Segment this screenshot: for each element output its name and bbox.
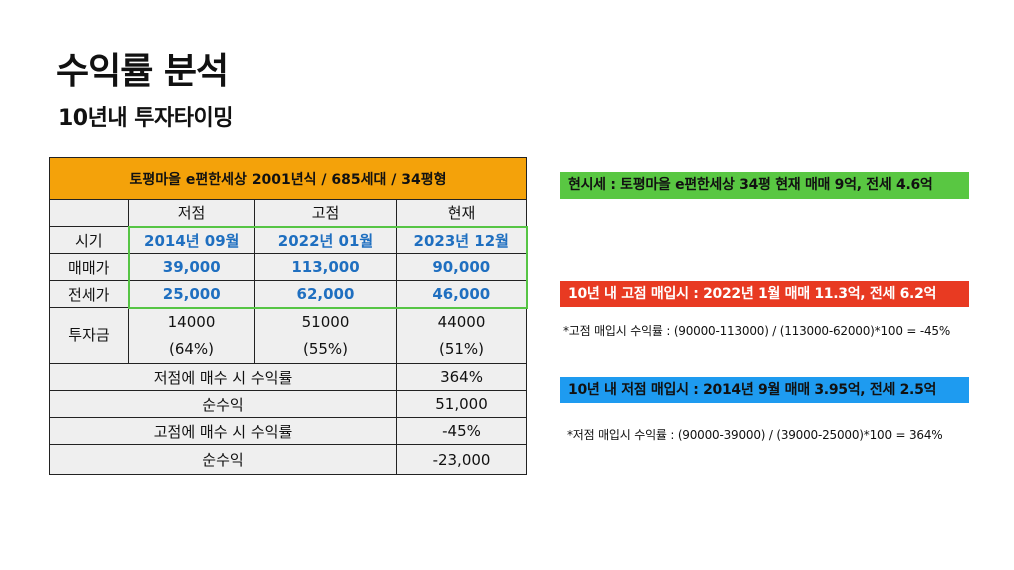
returns-table: 토평마을 e편한세상 2001년식 / 685세대 / 34평형 저점 고점 현… [48, 157, 528, 475]
sale-high-cell: 113,000 [254, 253, 397, 281]
row-label-investment: 투자금 [49, 307, 129, 364]
table-header-row: 토평마을 e편한세상 2001년식 / 685세대 / 34평형 [48, 157, 528, 200]
high-purchase-callout: 10년 내 고점 매입시 : 2022년 1월 매매 11.3억, 전세 6.2… [560, 281, 969, 307]
summary-label-high-profit: 순수익 [49, 444, 397, 475]
column-header-blank [49, 199, 129, 227]
investment-low-cell: 14000 (64%) [128, 307, 255, 364]
row-label-sale: 매매가 [49, 253, 129, 281]
table-row-time: 시기 2014년 09월 2022년 01월 2023년 12월 [49, 225, 528, 254]
lease-high-cell: 62,000 [254, 280, 397, 309]
summary-label-high-return: 고점에 매수 시 수익률 [49, 417, 397, 445]
high-return-formula: *고점 매입시 수익률 : (90000-113000) / (113000-6… [563, 324, 951, 338]
current-price-callout: 현시세 : 토평마을 e편한세상 34평 현재 매매 9억, 전세 4.6억 [560, 172, 969, 199]
column-header-row: 저점 고점 현재 [49, 199, 528, 227]
investment-high-cell: 51000 (55%) [254, 307, 397, 364]
column-header-high: 고점 [254, 199, 397, 227]
summary-value-high-return: -45% [395, 417, 528, 445]
summary-row-high-return: 고점에 매수 시 수익률 -45% [49, 417, 528, 445]
investment-now-amount: 44000 [437, 312, 486, 331]
summary-label-low-return: 저점에 매수 시 수익률 [49, 363, 397, 391]
investment-high-amount: 51000 [301, 312, 350, 331]
summary-value-high-profit: -23,000 [395, 444, 528, 475]
low-purchase-callout: 10년 내 저점 매입시 : 2014년 9월 매매 3.95억, 전세 2.5… [560, 377, 969, 403]
summary-label-low-profit: 순수익 [49, 390, 397, 418]
column-header-now: 현재 [395, 199, 528, 227]
summary-row-low-profit: 순수익 51,000 [49, 390, 528, 418]
summary-row-low-return: 저점에 매수 시 수익률 364% [49, 363, 528, 391]
page-title: 수익률 분석 [56, 51, 229, 92]
time-low-cell: 2014년 09월 [127, 225, 255, 254]
summary-value-low-return: 364% [395, 363, 528, 391]
investment-low-percent: (64%) [168, 339, 215, 358]
investment-now-percent: (51%) [438, 339, 485, 358]
row-label-time: 시기 [49, 226, 129, 254]
time-high-cell: 2022년 01월 [254, 225, 397, 254]
investment-low-amount: 14000 [167, 312, 216, 331]
investment-now-cell: 44000 (51%) [395, 307, 528, 364]
row-label-lease: 전세가 [49, 280, 129, 308]
summary-row-high-profit: 순수익 -23,000 [49, 444, 528, 475]
sale-now-cell: 90,000 [395, 253, 528, 281]
table-row-investment: 투자금 14000 (64%) 51000 (55%) 44000 (51%) [49, 307, 528, 364]
page-subtitle: 10년내 투자타이밍 [58, 106, 233, 131]
table-row-lease: 전세가 25,000 62,000 46,000 [49, 280, 528, 309]
lease-now-cell: 46,000 [395, 280, 528, 309]
column-header-low: 저점 [128, 199, 255, 227]
lease-low-cell: 25,000 [127, 280, 255, 309]
investment-high-percent: (55%) [302, 339, 349, 358]
low-return-formula: *저점 매입시 수익률 : (90000-39000) / (39000-250… [567, 428, 943, 442]
table-header: 토평마을 e편한세상 2001년식 / 685세대 / 34평형 [48, 157, 528, 200]
table-row-sale: 매매가 39,000 113,000 90,000 [49, 253, 528, 281]
summary-value-low-profit: 51,000 [395, 390, 528, 418]
sale-low-cell: 39,000 [127, 253, 255, 281]
time-now-cell: 2023년 12월 [395, 225, 528, 254]
